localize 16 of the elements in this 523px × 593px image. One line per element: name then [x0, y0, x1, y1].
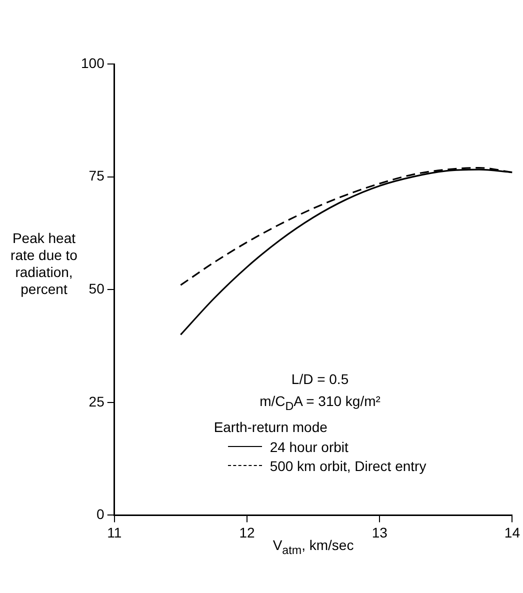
annotation: m/C$_{D}$A = 310 kg/m² — [258, 393, 382, 413]
legend-label: 500 km orbit, Direct entry — [270, 458, 426, 474]
x-tick-label: 12 — [239, 524, 255, 540]
x-axis-title: V$_{atm}$, km/sec — [272, 537, 354, 557]
legend-label: 24 hour orbit — [270, 438, 348, 455]
x-tick-label: 11 — [107, 524, 122, 540]
y-tick-label: 75 — [88, 168, 105, 184]
y-tick-label: 100 — [81, 54, 105, 71]
legend-title: Earth-return mode — [214, 418, 328, 435]
x-tick-label: 14 — [504, 524, 520, 540]
y-tick-label: 50 — [88, 280, 105, 296]
y-axis-title: Peak heat rate due to radiation, percent — [10, 230, 78, 298]
annotation: L/D = 0.5 — [290, 371, 350, 388]
x-tick-label: 13 — [372, 524, 388, 540]
y-tick-label: 0 — [96, 506, 105, 522]
y-tick-label: 25 — [88, 393, 105, 410]
